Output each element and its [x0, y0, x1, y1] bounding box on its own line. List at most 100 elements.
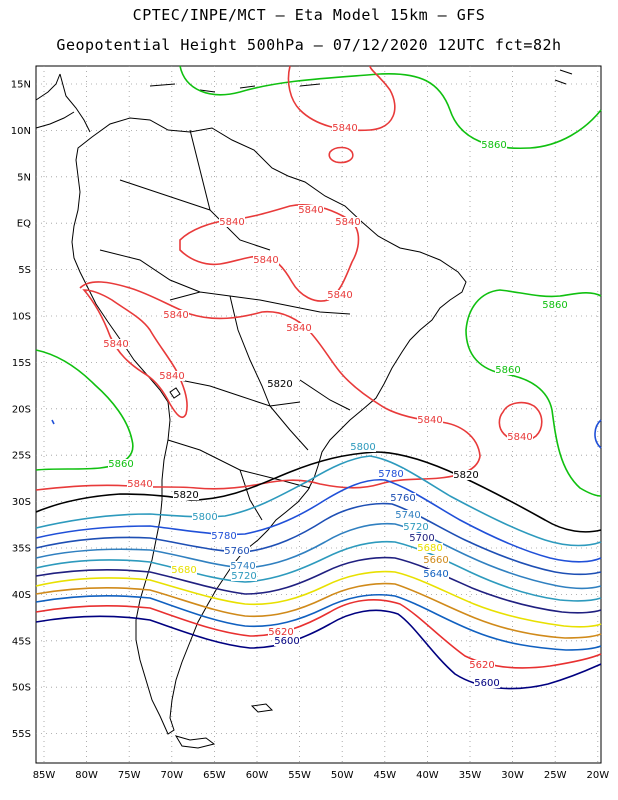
contour-label-5840: 5840: [327, 290, 352, 301]
contour-label-5620: 5620: [469, 660, 494, 671]
contour-label-bg: [127, 479, 153, 489]
contour-label-bg: [171, 565, 197, 575]
contour-5720: [35, 540, 602, 602]
contour-5840-andes-inner: [82, 289, 188, 419]
contour-5840-north: [287, 65, 396, 132]
contour-label-5840: 5840: [163, 310, 188, 321]
contour-label-bg: [192, 512, 218, 522]
contour-label-5840: 5840: [159, 371, 184, 382]
lake-titicaca: [169, 387, 181, 399]
contour-label-bg: [298, 205, 324, 215]
tierra-del-fuego: [174, 703, 274, 749]
longitude-label: 60W: [246, 770, 269, 781]
contour-label-5860: 5860: [481, 140, 506, 151]
latitude-label: EQ: [17, 219, 31, 230]
contour-5820: [35, 451, 602, 533]
contour-label-bg: [274, 636, 300, 646]
contour-label-5840: 5840: [286, 323, 311, 334]
contour-label-5600: 5600: [274, 636, 299, 647]
latitude-label: 10S: [12, 312, 31, 323]
contour-label-bg: [335, 217, 361, 227]
longitude-label: 75W: [118, 770, 141, 781]
contour-label-bg: [253, 255, 279, 265]
contour-label-5740: 5740: [395, 510, 420, 521]
contour-label-5720: 5720: [231, 571, 256, 582]
map-subtitle: Geopotential Height 500hPa – 07/12/2020 …: [56, 36, 562, 54]
contour-label-bg: [469, 660, 495, 670]
contour-5700: [35, 556, 602, 614]
contour-5840-atlantic-high: [498, 401, 543, 442]
contour-label-bg: [409, 533, 435, 543]
contour-label-bg: [507, 432, 533, 442]
caribbean-islands: [149, 69, 573, 93]
contour-label-bg: [159, 371, 185, 381]
map-frame: [35, 65, 602, 764]
latitude-axis: 15N 10N 5N EQ 5S 10S 15S 20S 25S 30S 35S 40S 45S 50S 5…: [11, 80, 31, 741]
latitude-label: 10N: [11, 126, 31, 137]
latitude-label: 20S: [12, 404, 31, 415]
contour-label-5840: 5840: [298, 205, 323, 216]
contour-pacific-dot: [51, 419, 55, 425]
longitude-label: 80W: [75, 770, 98, 781]
central-america-coast: [35, 73, 91, 133]
map-title: CPTEC/INPE/MCT – Eta Model 15km – GFS: [132, 6, 486, 24]
contour-5760: [35, 502, 602, 576]
longitude-label: 40W: [416, 770, 439, 781]
contour-label-bg: [403, 522, 429, 532]
contour-label-5840: 5840: [253, 255, 278, 266]
longitude-label: 30W: [501, 770, 524, 781]
country-borders: [99, 129, 351, 521]
contour-label-bg: [268, 627, 294, 637]
longitude-label: 20W: [586, 770, 609, 781]
latitude-label: 15S: [12, 358, 31, 369]
contour-label-5680: 5680: [417, 543, 442, 554]
contour-label-bg: [378, 469, 404, 479]
latitude-label: 40S: [12, 590, 31, 601]
latitude-label: 15N: [11, 80, 31, 91]
contour-5860-atlantic: [465, 289, 602, 497]
contour-label-5840: 5840: [335, 217, 360, 228]
contour-label-bg: [350, 442, 376, 452]
contour-label-5840: 5840: [332, 123, 357, 134]
contour-edge-right: [594, 419, 602, 449]
contour-label-bg: [230, 561, 256, 571]
contour-5680: [35, 570, 602, 628]
contour-label-bg: [395, 510, 421, 520]
contour-label-bg: [332, 123, 358, 133]
contour-label-5860: 5860: [108, 459, 133, 470]
longitude-label: 25W: [544, 770, 567, 781]
contour-5660: [35, 582, 602, 639]
contour-label-bg: [231, 571, 257, 581]
contour-label-bg: [542, 300, 568, 310]
contour-label-5800: 5800: [350, 442, 375, 453]
latitude-label: 25S: [12, 451, 31, 462]
longitude-label: 70W: [160, 770, 183, 781]
contour-5640: [35, 593, 602, 651]
longitude-label: 45W: [373, 770, 396, 781]
latitude-label: 50S: [12, 683, 31, 694]
contour-label-bg: [163, 310, 189, 320]
contour-label-bg: [267, 379, 293, 389]
longitude-label: 85W: [33, 770, 56, 781]
contour-label-bg: [423, 555, 449, 565]
contour-label-5840: 5840: [507, 432, 532, 443]
contour-label-bg: [417, 415, 443, 425]
contour-label-5720: 5720: [403, 522, 428, 533]
longitude-label: 55W: [288, 770, 311, 781]
longitude-axis: 85W 80W 75W 70W 65W 60W 55W 50W 45W 40W 35W 30W 25W 2…: [33, 770, 610, 781]
contour-label-5840: 5840: [219, 217, 244, 228]
contour-label-bg: [219, 217, 245, 227]
contour-label-bg: [417, 543, 443, 553]
contour-label-5740: 5740: [230, 561, 255, 572]
contour-label-5840: 5840: [127, 479, 152, 490]
latitude-label: 5S: [18, 265, 31, 276]
contour-label-5820: 5820: [453, 470, 478, 481]
contour-5740: [35, 522, 602, 590]
contour-label-5840: 5840: [103, 339, 128, 350]
contour-label-bg: [474, 678, 500, 688]
contour-label-bg: [108, 459, 134, 469]
contour-5840-andes: [35, 281, 481, 491]
latitude-label: 30S: [12, 497, 31, 508]
contour-label-5760: 5760: [390, 493, 415, 504]
